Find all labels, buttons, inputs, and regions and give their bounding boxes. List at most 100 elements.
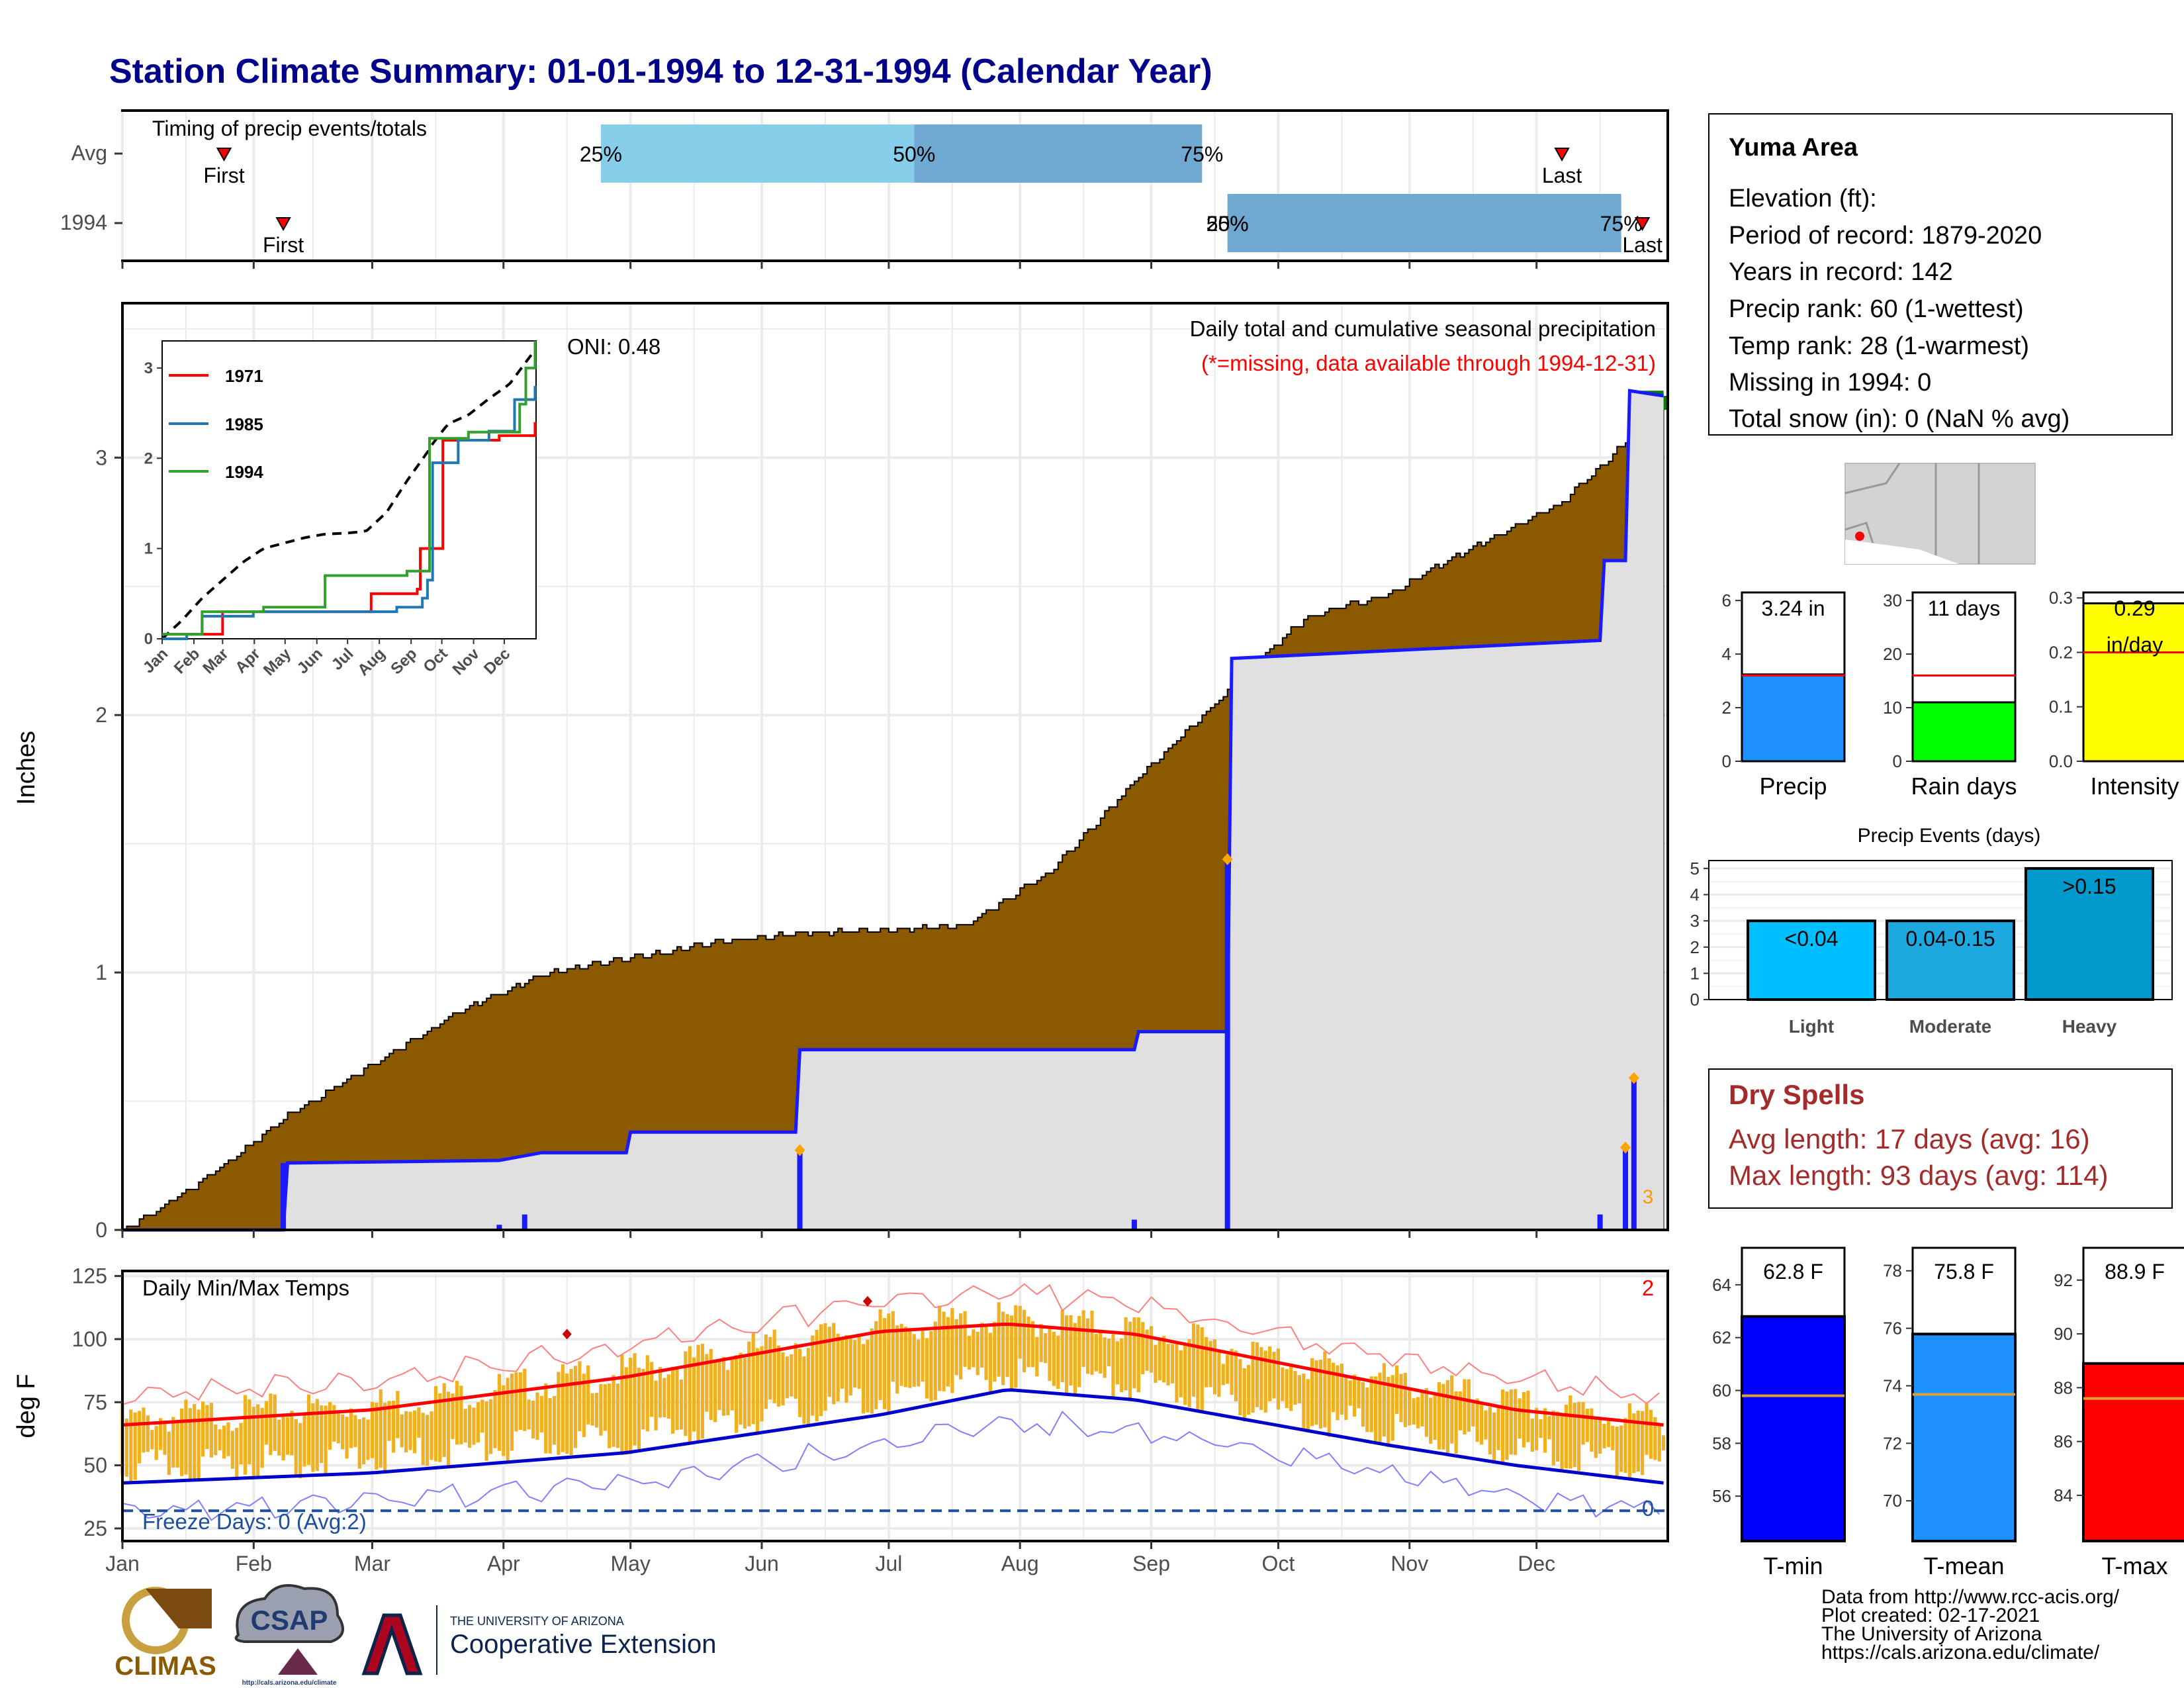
daily-temp-bar [950, 1308, 954, 1393]
summary-tick-label: 0.1 [2049, 697, 2073, 717]
temp-summary-tick-label: 72 [1883, 1433, 1902, 1453]
daily-temp-bar [819, 1324, 823, 1417]
temp-summary-tick-label: 64 [1712, 1275, 1731, 1295]
daily-temp-bar [179, 1408, 184, 1476]
daily-temp-bar [1145, 1329, 1149, 1371]
daily-temp-bar [459, 1385, 463, 1444]
oni-label: ONI: 0.48 [567, 334, 660, 359]
daily-temp-bar [514, 1372, 518, 1432]
daily-temp-bar [1454, 1391, 1458, 1454]
avg-low-line [122, 1388, 1664, 1485]
daily-temp-bar [273, 1394, 277, 1451]
record-high-marker [562, 1329, 572, 1340]
daily-temp-bar [484, 1401, 488, 1461]
daily-temp-bar [1636, 1410, 1640, 1472]
daily-temp-bar [1365, 1387, 1369, 1432]
temp-summary-tick-label: 60 [1712, 1381, 1731, 1401]
daily-temp-bar [171, 1417, 175, 1468]
daily-temp-bar [251, 1407, 255, 1479]
daily-temp-bar [1535, 1407, 1539, 1450]
summary-bar-value: 11 days [1928, 596, 2001, 620]
daily-temp-bar [692, 1357, 696, 1432]
freeze-days-label: Freeze Days: 0 (Avg:2) [142, 1509, 367, 1534]
footer-line-univ: The University of Arizona [1821, 1623, 2042, 1645]
daily-temp-bar [620, 1354, 624, 1456]
daily-temp-bar [290, 1411, 294, 1456]
daily-temp-bar [1416, 1397, 1420, 1429]
daily-temp-bar [713, 1360, 717, 1423]
temp-summary-label: T-max [2101, 1552, 2167, 1579]
precip-events-chart: Precip Events (days) <0.04 Light 0.04-0.15… [1690, 825, 2173, 1037]
daily-temp-bar [1014, 1305, 1018, 1388]
daily-temp-bar [476, 1402, 480, 1443]
daily-temp-bar [426, 1415, 430, 1466]
daily-temp-bar [929, 1331, 933, 1401]
precip-y-tick-label: 1 [95, 961, 107, 984]
daily-temp-bar [544, 1383, 548, 1454]
daily-temp-bar [1332, 1362, 1336, 1413]
daily-temp-bar [976, 1331, 979, 1376]
precip-summary-bars: 3.24 in Precip 0 2 4 6 11 days Rain days 0 10 20 30… [1722, 588, 2184, 800]
daily-temp-bar [1251, 1341, 1255, 1413]
daily-temp-bar [158, 1418, 163, 1450]
dry-spells-avg: Avg length: 17 days (avg: 16) [1729, 1123, 2090, 1154]
precip-panel: 0 1 2 3 Inches Daily total and cumulative s… [13, 302, 1669, 1242]
daily-temp-bar [1327, 1358, 1331, 1437]
daily-temp-bar [569, 1368, 573, 1456]
daily-temp-bar [1336, 1365, 1340, 1421]
dry-spells-frame [1708, 1068, 2173, 1209]
daily-temp-bar [1441, 1383, 1445, 1450]
station-name: Yuma Area [1729, 134, 1858, 162]
daily-temp-bar [603, 1384, 607, 1431]
inset-y-tick-label: 3 [144, 359, 153, 377]
daily-temp-bar [908, 1329, 912, 1388]
month-tick-label: Sep [1132, 1552, 1170, 1575]
daily-temp-bar [1107, 1338, 1111, 1367]
daily-temp-bar [1285, 1369, 1289, 1409]
daily-temp-bar [836, 1333, 840, 1402]
daily-temp-bar [1403, 1372, 1407, 1427]
daily-temp-bar [790, 1354, 794, 1397]
temp-summary-tick-label: 78 [1883, 1261, 1902, 1281]
daily-precip-bar [522, 1214, 527, 1230]
daily-temp-bar [336, 1410, 340, 1444]
daily-temp-bar [248, 1399, 251, 1465]
daily-temp-bar [137, 1411, 142, 1464]
daily-temp-bar [903, 1327, 908, 1387]
daily-temp-bar [1293, 1371, 1297, 1405]
daily-temp-bar [599, 1383, 603, 1436]
timing-marker [1554, 148, 1570, 162]
month-tick-label: Feb [236, 1552, 272, 1575]
inset-avg-line [161, 349, 537, 640]
daily-temp-bar [1191, 1323, 1196, 1397]
month-tick-label: Dec [1518, 1552, 1555, 1575]
daily-temp-bar [666, 1374, 670, 1419]
daily-temp-bar [739, 1352, 743, 1425]
daily-temp-bar [518, 1372, 522, 1430]
daily-temp-bar [1369, 1376, 1373, 1432]
footer-line-data: Data from http://www.rcc-acis.org/ [1821, 1586, 2120, 1608]
daily-temp-bar [1378, 1372, 1382, 1444]
events-y-tick-label: 5 [1690, 859, 1700, 878]
timing-percentile-label: 25% [580, 142, 622, 166]
daily-temp-bar [675, 1366, 679, 1430]
dry-spells-title: Dry Spells [1729, 1079, 1864, 1110]
daily-temp-bar [624, 1367, 628, 1455]
daily-temp-bar [552, 1395, 557, 1445]
footer-line-created: Plot created: 02-17-2021 [1821, 1605, 2040, 1626]
daily-temp-bar [1077, 1315, 1081, 1387]
daily-precip-bars [281, 853, 1639, 1230]
ua-logo-a [361, 1613, 423, 1675]
daily-temp-bar [146, 1415, 150, 1452]
precip-panel-note: (*=missing, data available through 1994-… [1201, 351, 1656, 375]
daily-temp-bar [1484, 1410, 1488, 1440]
daily-temp-bar [506, 1378, 510, 1461]
temp-summary-tick-label: 62 [1712, 1328, 1731, 1348]
daily-temp-bar [1132, 1317, 1136, 1389]
daily-temp-bar [772, 1329, 776, 1403]
daily-temp-bar [671, 1366, 675, 1434]
month-tick-label: Aug [1001, 1552, 1039, 1575]
daily-temp-bar [1247, 1364, 1251, 1415]
daily-temp-bar [1302, 1374, 1306, 1431]
event-category-label: Moderate [1909, 1016, 1991, 1037]
